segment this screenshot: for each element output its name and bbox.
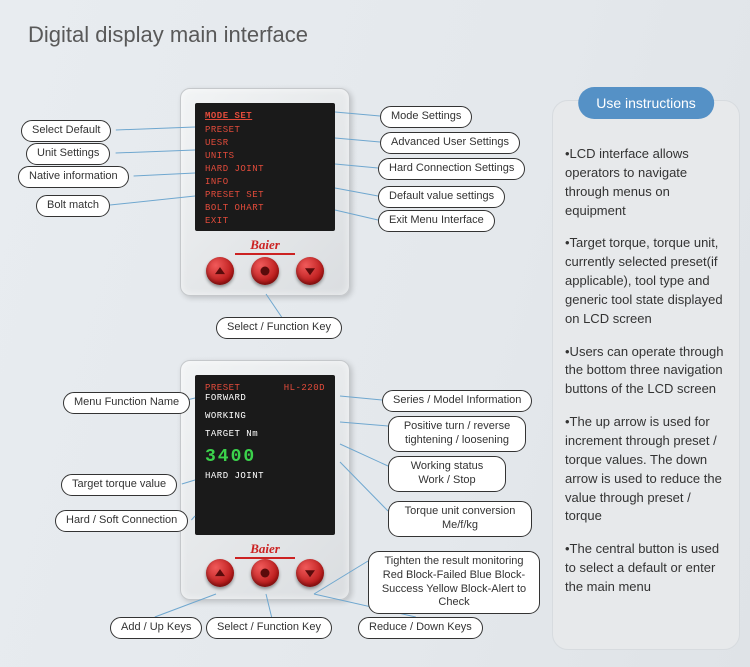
target-line: TARGET Nm bbox=[205, 429, 325, 439]
callout-label: Select / Function Key bbox=[206, 617, 332, 639]
callout-label: Hard / Soft Connection bbox=[55, 510, 188, 532]
preset-label: PRESET bbox=[205, 383, 240, 393]
brand-logo: Baier bbox=[181, 541, 349, 559]
device-top-screen: MODE SET PRESET UESR UNITS HARD JOINT INFO PR… bbox=[195, 103, 335, 231]
menu-line: UESR bbox=[205, 138, 325, 148]
callout-label: Native information bbox=[18, 166, 129, 188]
instructions-body: •LCD interface allows operators to navig… bbox=[565, 145, 727, 597]
callout-label: Default value settings bbox=[378, 186, 505, 208]
callout-label: Unit Settings bbox=[26, 143, 110, 165]
working-line: WORKING bbox=[205, 411, 325, 421]
callout-label: Select Default bbox=[21, 120, 111, 142]
device-bottom-screen: PRESET HL-220D FORWARD WORKING TARGET Nm… bbox=[195, 375, 335, 535]
callout-label: Reduce / Down Keys bbox=[358, 617, 483, 639]
menu-line: HARD JOINT bbox=[205, 164, 325, 174]
forward-line: FORWARD bbox=[205, 393, 325, 403]
up-button[interactable] bbox=[206, 257, 234, 285]
up-button[interactable] bbox=[206, 559, 234, 587]
menu-line: UNITS bbox=[205, 151, 325, 161]
menu-line: INFO bbox=[205, 177, 325, 187]
menu-line: EXIT bbox=[205, 216, 325, 226]
callout-label: Positive turn / reverse tightening / loo… bbox=[388, 416, 526, 452]
callout-label: Advanced User Settings bbox=[380, 132, 520, 154]
callout-label: Series / Model Information bbox=[382, 390, 532, 412]
menu-line: PRESET SET bbox=[205, 190, 325, 200]
callout-label: Menu Function Name bbox=[63, 392, 190, 414]
callout-label: Tighten the result monitoring Red Block-… bbox=[368, 551, 540, 614]
joint-line: HARD JOINT bbox=[205, 471, 325, 481]
down-button[interactable] bbox=[296, 559, 324, 587]
button-row bbox=[181, 559, 349, 587]
instructions-heading: Use instructions bbox=[578, 87, 714, 119]
page-title: Digital display main interface bbox=[28, 22, 308, 48]
torque-value: 3400 bbox=[205, 447, 325, 467]
instructions-panel: Use instructions •LCD interface allows o… bbox=[552, 100, 740, 650]
down-button[interactable] bbox=[296, 257, 324, 285]
select-button[interactable] bbox=[251, 559, 279, 587]
menu-line: PRESET bbox=[205, 125, 325, 135]
menu-line: BOLT OHART bbox=[205, 203, 325, 213]
instruction-item: •Users can operate through the bottom th… bbox=[565, 343, 727, 400]
instruction-item: •Target torque, torque unit, currently s… bbox=[565, 234, 727, 328]
device-bottom: PRESET HL-220D FORWARD WORKING TARGET Nm… bbox=[180, 360, 350, 600]
callout-label: Target torque value bbox=[61, 474, 177, 496]
button-row bbox=[181, 257, 349, 285]
callout-label: Bolt match bbox=[36, 195, 110, 217]
callout-label: Hard Connection Settings bbox=[378, 158, 525, 180]
callout-label: Add / Up Keys bbox=[110, 617, 202, 639]
instruction-item: •LCD interface allows operators to navig… bbox=[565, 145, 727, 220]
callout-label: Exit Menu Interface bbox=[378, 210, 495, 232]
brand-logo: Baier bbox=[181, 237, 349, 255]
instruction-item: •The up arrow is used for increment thro… bbox=[565, 413, 727, 526]
callout-label: Mode Settings bbox=[380, 106, 472, 128]
callout-label: Working status Work / Stop bbox=[388, 456, 506, 492]
callout-label: Select / Function Key bbox=[216, 317, 342, 339]
device-top: MODE SET PRESET UESR UNITS HARD JOINT INFO PR… bbox=[180, 88, 350, 296]
model-label: HL-220D bbox=[284, 383, 325, 393]
select-button[interactable] bbox=[251, 257, 279, 285]
screen-header: MODE SET bbox=[205, 111, 325, 121]
instruction-item: •The central button is used to select a … bbox=[565, 540, 727, 597]
callout-label: Torque unit conversion Me/f/kg bbox=[388, 501, 532, 537]
